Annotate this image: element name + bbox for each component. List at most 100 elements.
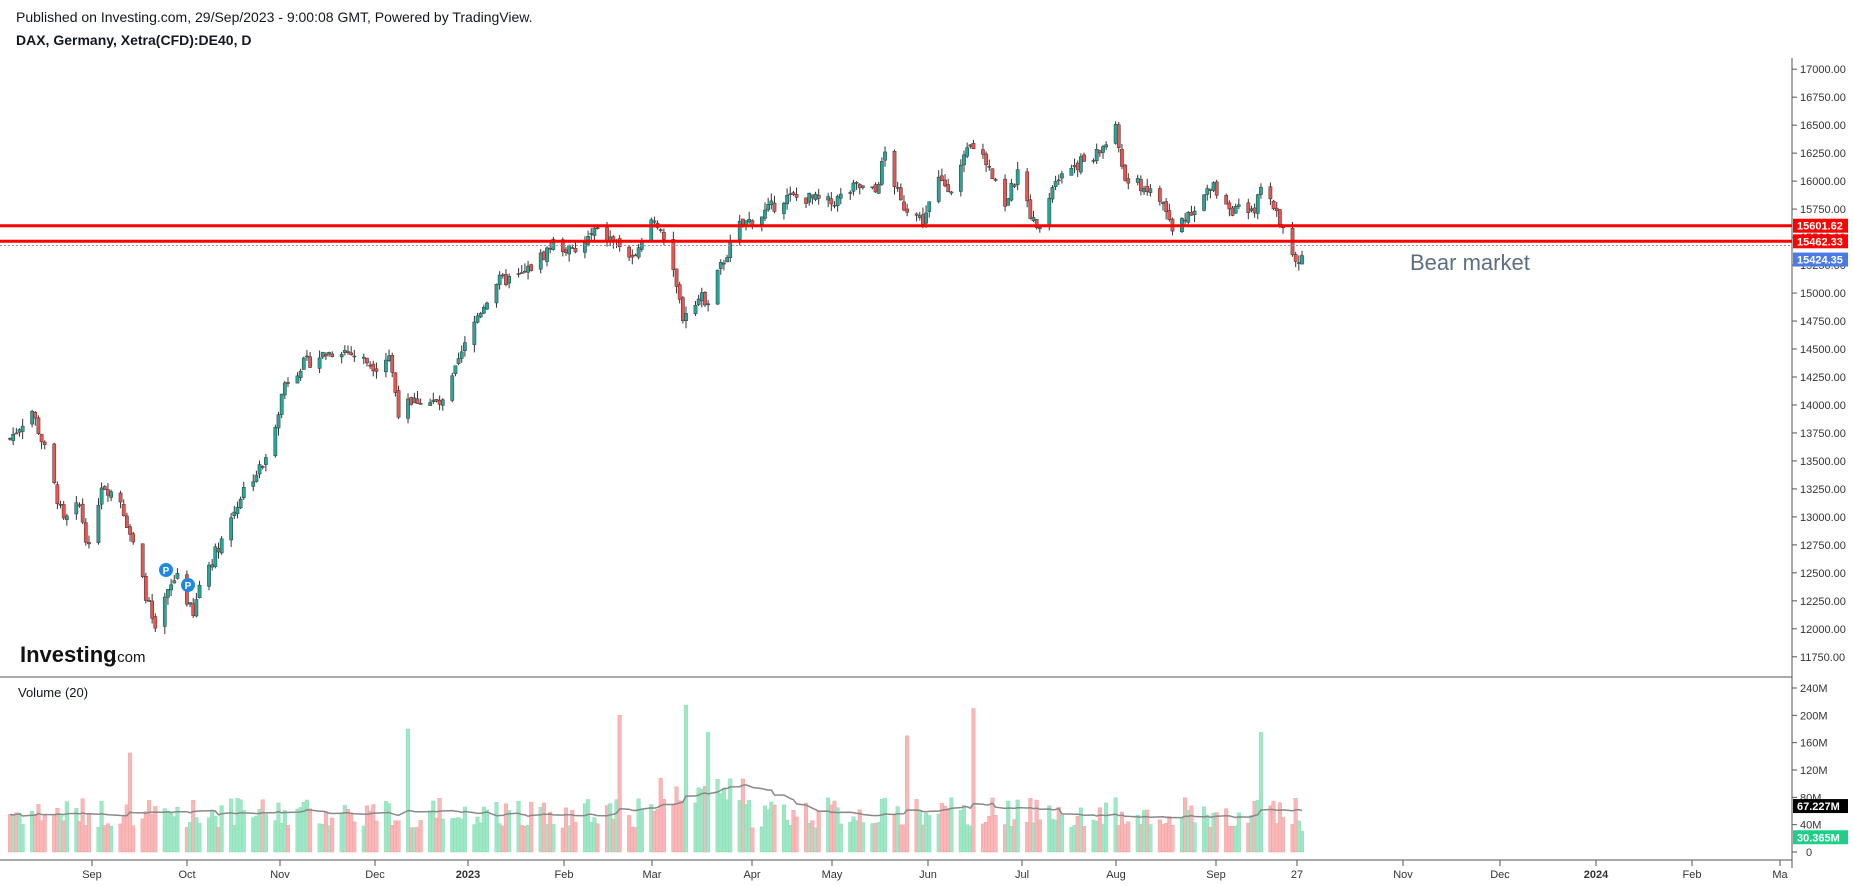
candle-body	[365, 357, 369, 364]
candle-body	[1056, 179, 1061, 182]
volume-bar	[308, 808, 313, 853]
candle-body	[453, 365, 458, 375]
candle-body	[431, 399, 436, 402]
idea-markers[interactable]: P P	[159, 563, 195, 592]
candle-body	[1145, 185, 1150, 193]
candle-body	[722, 262, 726, 265]
candle-body	[497, 274, 502, 285]
candle-body	[1082, 154, 1086, 162]
resistance-tag-lower: 15462.33	[1793, 234, 1848, 249]
candle-body	[327, 352, 331, 355]
candle-body	[298, 370, 303, 378]
volume-bar	[128, 752, 133, 853]
candle-body	[807, 192, 812, 203]
resistance-lines	[0, 224, 1792, 247]
candle-body	[851, 182, 856, 192]
candle-body	[1186, 212, 1191, 223]
candle-body	[39, 434, 44, 443]
candle-body	[987, 166, 992, 168]
candle-body	[769, 200, 774, 205]
candle-body	[1271, 200, 1276, 210]
candle-body	[254, 474, 259, 482]
candle-body	[475, 315, 480, 323]
volume-ma-tag: 67.227M	[1793, 799, 1848, 814]
candle-body	[131, 533, 136, 543]
candle-body	[873, 184, 878, 193]
candle-body	[905, 208, 909, 213]
candle-body	[52, 443, 57, 483]
candle-body	[162, 596, 167, 627]
candle-body	[1060, 173, 1064, 179]
chart-frame	[0, 58, 1793, 868]
time-axis[interactable]: Sep Oct Nov Dec 2023 Feb Mar Apr May Jun Jul Aug Sep…	[0, 859, 1792, 881]
idea-marker-icon[interactable]	[181, 578, 195, 592]
candle-body	[1192, 210, 1197, 215]
candle-body	[804, 197, 808, 204]
price-axis[interactable]: 17000.00 16750.00 16500.00 16250.00 16000.00…	[1792, 64, 1846, 664]
candle-body	[279, 393, 284, 415]
volume-bar	[263, 814, 268, 853]
candle-body	[583, 242, 587, 253]
candle-body	[374, 368, 379, 372]
volume-bar	[1037, 819, 1042, 853]
candle-body	[371, 363, 376, 372]
candle-body	[971, 142, 976, 150]
candle-body	[993, 179, 998, 181]
candle-body	[715, 269, 720, 305]
candle-body	[125, 515, 129, 528]
volume-bar	[747, 799, 752, 853]
candle-body	[396, 390, 401, 418]
time-tick-label: Aug	[1106, 869, 1126, 881]
candle-body	[968, 144, 973, 147]
candle-body	[1101, 146, 1105, 153]
volume-bar	[551, 824, 556, 853]
candle-body	[1249, 208, 1254, 211]
candle-body	[924, 212, 928, 224]
candle-body	[981, 149, 985, 155]
candle-body	[384, 359, 388, 373]
candle-body	[55, 484, 60, 504]
resistance-tag-lower-label: 15462.33	[1797, 236, 1843, 248]
price-tick-label: 12000.00	[1800, 624, 1846, 636]
candle-body	[463, 342, 467, 351]
volume-bar	[285, 825, 290, 853]
candle-body	[662, 231, 666, 240]
candle-body	[592, 227, 597, 236]
price-tick-label: 15750.00	[1800, 204, 1846, 216]
price-tick-label: 13000.00	[1800, 512, 1846, 524]
candle-body	[109, 491, 113, 498]
volume-tick-label: 240M	[1800, 683, 1828, 695]
candle-body	[902, 201, 906, 211]
candle-body	[526, 265, 530, 273]
candle-body	[1164, 201, 1169, 212]
candlestick-series	[8, 121, 1304, 635]
candle-body	[728, 240, 733, 258]
candle-body	[516, 273, 521, 275]
candle-body	[1072, 165, 1077, 168]
volume-bar	[905, 735, 910, 853]
time-tick-label: Dec	[365, 869, 385, 881]
price-tick-label: 16500.00	[1800, 120, 1846, 132]
candle-body	[1296, 262, 1301, 264]
candle-body	[759, 216, 764, 225]
volume-bar	[484, 809, 489, 853]
candle-body	[1031, 217, 1036, 222]
volume-bar	[617, 715, 622, 853]
time-tick-label: Nov	[270, 869, 290, 881]
volume-bars	[7, 704, 1304, 853]
volume-bar	[507, 810, 512, 853]
candle-body	[257, 464, 262, 475]
candle-body	[545, 247, 549, 262]
candle-body	[1097, 150, 1102, 154]
volume-bar	[971, 708, 976, 853]
candle-body	[542, 251, 546, 260]
volume-tick-label: 40M	[1800, 820, 1821, 832]
candle-body	[264, 457, 268, 465]
candle-body	[718, 262, 723, 269]
candle-body	[229, 517, 233, 541]
candle-body	[406, 398, 410, 419]
idea-marker-icon[interactable]	[159, 563, 173, 577]
volume-bar	[1236, 812, 1241, 853]
candle-body	[570, 247, 575, 249]
